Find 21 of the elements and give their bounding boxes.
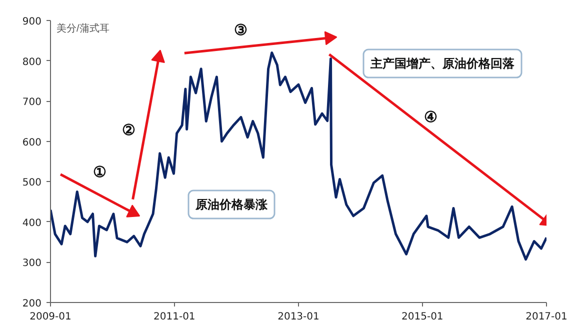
line-series xyxy=(50,51,546,261)
annotation: 主产国增产、原油价格回落 xyxy=(370,56,516,70)
y-tick-label: 500 xyxy=(22,178,42,189)
y-tick-label: 600 xyxy=(22,137,42,148)
y-tick-label: 700 xyxy=(22,97,42,108)
annotation: 原油价格暴涨 xyxy=(194,198,268,212)
annotation: ② xyxy=(122,122,135,139)
y-axis-title: 美分/蒲式耳 xyxy=(56,22,110,34)
x-tick-label: 2011-01 xyxy=(154,312,196,322)
y-tick-label: 400 xyxy=(22,218,42,229)
y-tick-label: 300 xyxy=(22,258,42,270)
x-tick-label: 2017-01 xyxy=(526,312,568,322)
x-tick-label: 2009-01 xyxy=(30,312,72,322)
y-tick-label: 800 xyxy=(22,56,42,68)
y-tick-label: 200 xyxy=(22,298,42,310)
annotation: ① xyxy=(93,164,106,181)
annotation: ③ xyxy=(234,22,247,39)
x-tick-label: 2015-01 xyxy=(402,312,444,322)
x-tick-label: 2013-01 xyxy=(278,312,320,322)
y-tick-label: 900 xyxy=(22,16,42,28)
annotation: ④ xyxy=(424,109,437,126)
